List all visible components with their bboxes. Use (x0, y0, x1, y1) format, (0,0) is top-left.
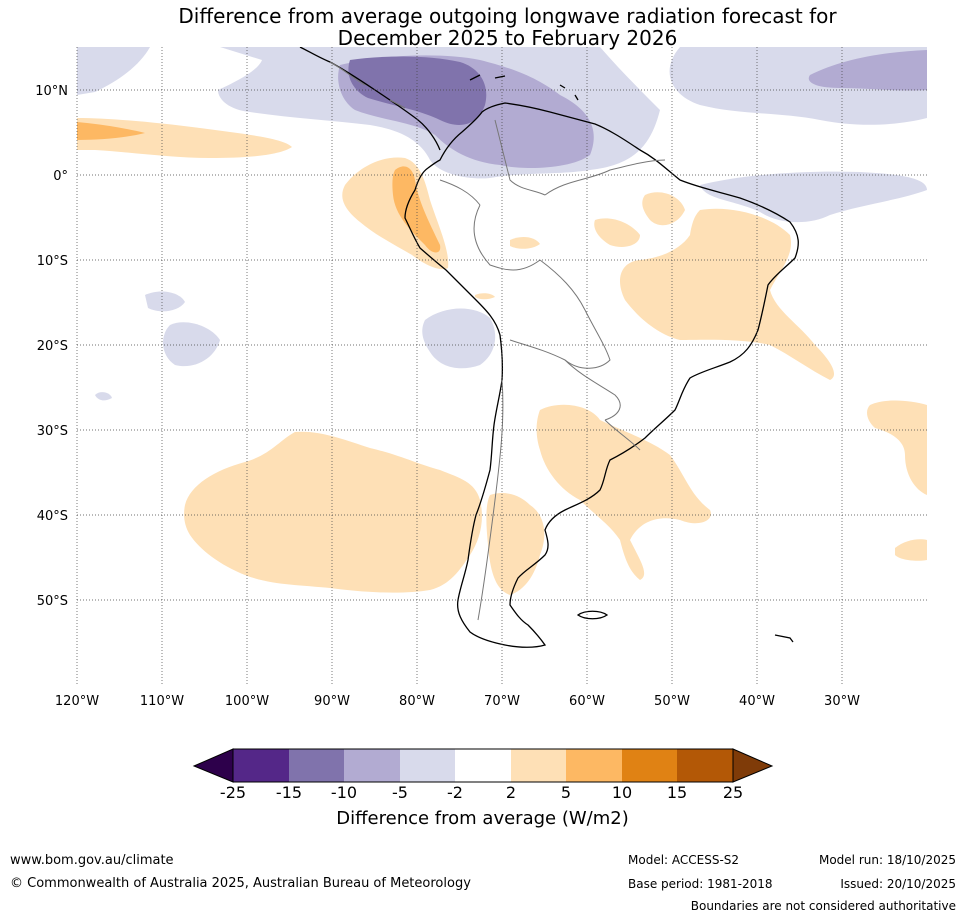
caribbean-islands (469, 74, 579, 101)
anomaly-region-north-pacific (77, 47, 150, 95)
lon-label: 70°W (484, 694, 520, 709)
lat-label: 30°S (37, 424, 68, 439)
south-georgia (774, 634, 794, 643)
anomaly-region-equatorial-pacific (77, 118, 292, 158)
anomaly-region-equatorial-pacific-core (77, 122, 145, 140)
falklands (576, 610, 609, 620)
anomaly-region-north-atlantic-core (808, 50, 927, 91)
border-paraguay (564, 359, 621, 421)
colorbar-swatch (344, 749, 400, 782)
model-text: Model: ACCESS-S2 (628, 853, 740, 867)
colorbar-under-triangle (192, 748, 234, 783)
colorbar-swatch (511, 749, 566, 782)
colorbar-over-triangle (732, 748, 774, 783)
colorbar-tick-label: -25 (220, 783, 246, 802)
latitude-labels: 10°N 0° 10°S 20°S 30°S 40°S 50°S (35, 84, 68, 609)
gridlines (76, 47, 927, 685)
colorbar-tick-label: 2 (506, 783, 516, 802)
colorbar-tick-label: -10 (331, 783, 357, 802)
anomaly-region-patagonia-atlantic (486, 493, 545, 595)
colorbar-tick-label: -2 (447, 783, 463, 802)
colorbar-frame (232, 748, 734, 783)
colorbar-tick-label: -5 (392, 783, 408, 802)
border-peru-brazil (473, 204, 541, 271)
border-chile-argentina (477, 379, 504, 621)
south-america-coastline (404, 102, 799, 648)
colorbar-tick-label: 15 (667, 783, 687, 802)
copyright-text: © Commonwealth of Australia 2025, Austra… (10, 876, 471, 891)
border-bolivia (509, 259, 611, 369)
boundaries-disclaimer: Boundaries are not considered authoritat… (690, 899, 956, 913)
lon-label: 90°W (314, 694, 350, 709)
colorbar-title: Difference from average (W/m2) (336, 808, 629, 829)
lon-label: 50°W (654, 694, 690, 709)
central-america-coastline (299, 47, 441, 151)
anomaly-region-caribbean-peak (348, 56, 487, 125)
colorbar-tick-label: 10 (612, 783, 632, 802)
border-ecuador-peru (439, 179, 481, 206)
lon-label: 30°W (824, 694, 860, 709)
lon-label: 80°W (399, 694, 435, 709)
anomaly-region-southeast-pacific-large (184, 431, 482, 593)
anomaly-region-south-atlantic-east-2 (895, 539, 927, 561)
border-central-america (329, 61, 406, 109)
lat-label: 0° (53, 169, 68, 184)
model-run-text: Model run: 18/10/2025 (818, 853, 956, 867)
colorbar-tick-label: 5 (561, 783, 571, 802)
lat-label: 40°S (37, 509, 68, 524)
colorbar-tick-label: -15 (276, 783, 302, 802)
anomaly-region-southeast-pacific (145, 291, 185, 312)
colorbar-swatch (455, 749, 511, 782)
issued-text: Issued: 20/10/2025 (840, 877, 956, 891)
border-argentina-uruguay (604, 419, 641, 451)
website-text: www.bom.gov.au/climate (10, 853, 174, 868)
lon-label: 60°W (569, 694, 605, 709)
colorbar-tick-label: 25 (723, 783, 743, 802)
chart-title: Difference from average outgoing longwav… (0, 5, 965, 49)
anomaly-region-brazil-3 (642, 192, 685, 226)
lon-label: 40°W (739, 694, 775, 709)
anomaly-region-small-1 (95, 392, 112, 401)
lat-label: 50°S (37, 594, 68, 609)
anomaly-field (77, 47, 927, 595)
colorbar-swatch (677, 749, 733, 782)
coastlines (299, 47, 799, 648)
colorbar-swatch (400, 749, 455, 782)
colorbar-swatch (566, 749, 622, 782)
anomaly-region-amazon-small (510, 236, 540, 249)
base-period-text: Base period: 1981-2018 (628, 877, 773, 891)
anomaly-region-peru-coast-core (392, 166, 441, 253)
country-borders (329, 61, 666, 621)
anomaly-region-south-atlantic-east (867, 400, 927, 495)
title-line-2: December 2025 to February 2026 (337, 26, 678, 50)
lat-label: 10°S (37, 254, 68, 269)
colorbar: -25 -15 -10 -5 -2 2 5 10 15 25 (192, 748, 774, 802)
lon-label: 100°W (225, 694, 269, 709)
lon-label: 110°W (140, 694, 184, 709)
lon-label: 120°W (55, 694, 99, 709)
anomaly-region-southeast-pacific-2 (163, 322, 220, 367)
lat-label: 20°S (37, 339, 68, 354)
anomaly-region-brazil (620, 208, 835, 380)
anomaly-region-brazil-2 (594, 218, 640, 247)
title-line-1: Difference from average outgoing longwav… (178, 4, 837, 28)
anomaly-region-argentina-east (536, 404, 711, 580)
colorbar-swatch (289, 749, 344, 782)
anomaly-region-south-america-west (422, 308, 496, 369)
border-colombia-venezuela (494, 119, 546, 196)
lat-label: 10°N (35, 84, 68, 99)
colorbar-swatch (622, 749, 677, 782)
colorbar-swatch (233, 749, 289, 782)
border-brazil-north (544, 159, 666, 196)
longitude-labels: 120°W 110°W 100°W 90°W 80°W 70°W 60°W 50… (55, 694, 860, 709)
anomaly-region-bolivia-small (475, 293, 495, 300)
